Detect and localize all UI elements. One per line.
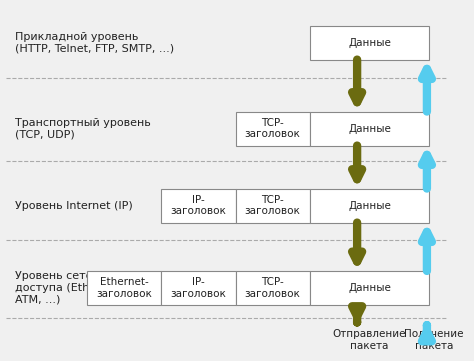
Text: Получение
пакета: Получение пакета xyxy=(404,329,464,351)
Text: Данные: Данные xyxy=(348,123,391,134)
Text: TCP-
заголовок: TCP- заголовок xyxy=(245,277,301,299)
Text: Прикладной уровень
(HTTP, Telnet, FTP, SMTP, ...): Прикладной уровень (HTTP, Telnet, FTP, S… xyxy=(15,32,174,53)
Text: Данные: Данные xyxy=(348,38,391,48)
Text: Данные: Данные xyxy=(348,283,391,293)
Bar xyxy=(236,188,310,223)
Bar xyxy=(161,188,236,223)
Bar xyxy=(236,112,310,145)
Bar xyxy=(236,271,310,305)
Text: Отправление
пакета: Отправление пакета xyxy=(332,329,406,351)
Text: IP-
заголовок: IP- заголовок xyxy=(171,277,226,299)
Text: Транспортный уровень
(TCP, UDP): Транспортный уровень (TCP, UDP) xyxy=(15,118,151,139)
Text: Ethernet-
заголовок: Ethernet- заголовок xyxy=(96,277,152,299)
Text: TCP-
заголовок: TCP- заголовок xyxy=(245,195,301,216)
Bar xyxy=(310,112,429,145)
Bar xyxy=(161,271,236,305)
Text: Уровень Internet (IP): Уровень Internet (IP) xyxy=(15,201,133,210)
Text: TCP-
заголовок: TCP- заголовок xyxy=(245,118,301,139)
Bar xyxy=(310,188,429,223)
Bar xyxy=(87,271,161,305)
Text: Уровень сетевого
доступа (Ethernet, FDDI,
ATM, ...): Уровень сетевого доступа (Ethernet, FDDI… xyxy=(15,271,156,305)
Bar xyxy=(310,271,429,305)
Text: IP-
заголовок: IP- заголовок xyxy=(171,195,226,216)
Bar xyxy=(310,26,429,60)
Text: Данные: Данные xyxy=(348,201,391,210)
